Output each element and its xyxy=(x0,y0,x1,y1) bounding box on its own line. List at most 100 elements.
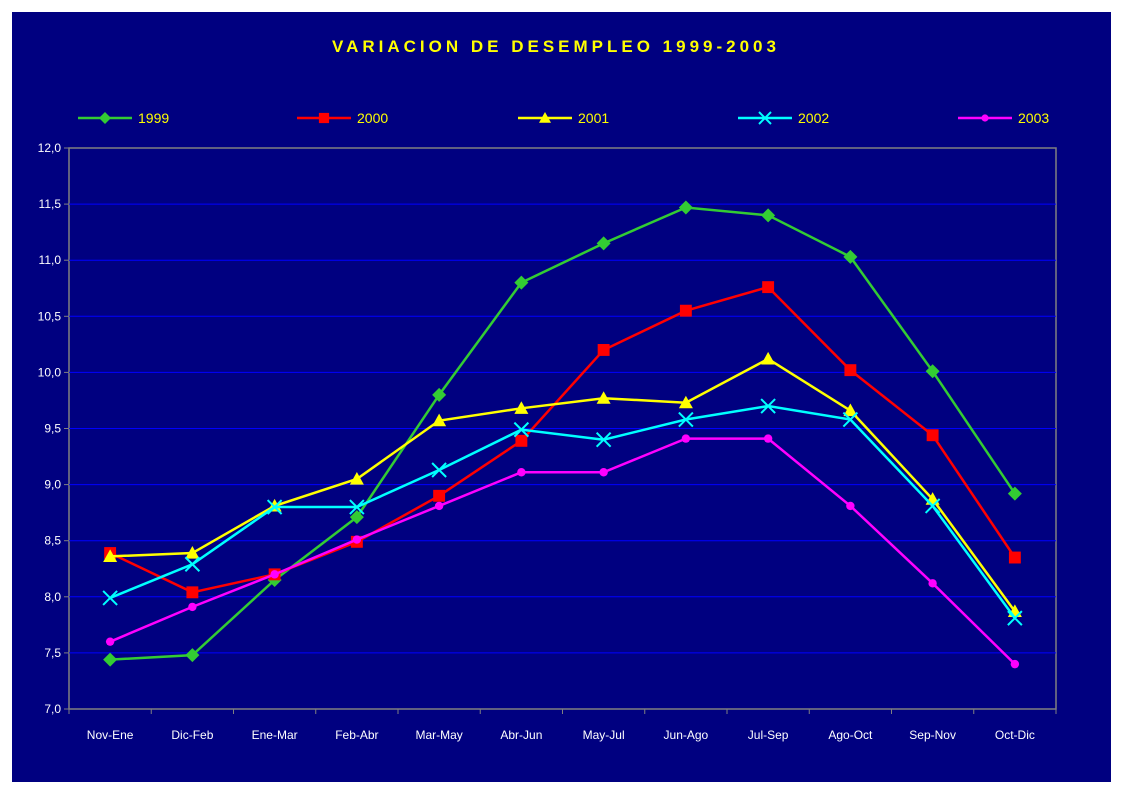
y-tick-label: 12,0 xyxy=(38,141,62,155)
x-tick-label: Feb-Abr xyxy=(335,728,378,742)
data-point xyxy=(318,112,330,124)
data-point xyxy=(761,351,776,365)
data-point xyxy=(184,556,201,572)
line-chart: VARIACION DE DESEMPLEO 1999-2003 1999 200… xyxy=(38,37,1057,742)
y-tick-label: 9,5 xyxy=(44,422,61,436)
data-point xyxy=(103,549,118,563)
data-point xyxy=(842,411,859,428)
data-point xyxy=(678,411,694,428)
data-point xyxy=(515,434,528,447)
data-point xyxy=(678,395,693,409)
data-point xyxy=(1007,610,1023,626)
data-point xyxy=(926,429,939,442)
legend-item-2001: 2001 xyxy=(518,110,609,126)
data-point xyxy=(185,648,200,663)
data-point xyxy=(595,432,612,448)
series-group xyxy=(102,200,1023,669)
data-point xyxy=(539,112,551,123)
legend-item-2002: 2002 xyxy=(738,110,829,126)
data-point xyxy=(599,468,608,477)
data-point xyxy=(597,344,610,356)
data-point xyxy=(928,579,937,588)
y-tick-label: 11,5 xyxy=(39,197,62,211)
data-point xyxy=(349,510,364,525)
chart-panel: VARIACION DE DESEMPLEO 1999-2003 1999 200… xyxy=(12,12,1111,782)
data-point xyxy=(679,304,692,317)
series-line xyxy=(110,206,1016,661)
series-2003 xyxy=(105,434,1020,669)
x-tick-label: May-Jul xyxy=(583,728,625,742)
x-tick-label: Jul-Sep xyxy=(748,728,789,742)
data-point xyxy=(763,434,773,443)
legend-label: 1999 xyxy=(138,110,169,126)
x-tick-label: Oct-Dic xyxy=(995,728,1035,742)
data-point xyxy=(596,391,611,404)
series-2000 xyxy=(104,281,1021,599)
data-point xyxy=(188,602,197,612)
data-point xyxy=(514,275,529,290)
data-point xyxy=(186,586,199,599)
data-point xyxy=(514,401,529,414)
data-point xyxy=(103,652,118,667)
data-point xyxy=(1007,486,1022,501)
legend-item-2000: 2000 xyxy=(297,110,388,126)
y-tick-label: 7,5 xyxy=(44,646,61,660)
data-point xyxy=(266,499,283,515)
legend-label: 2001 xyxy=(578,110,609,126)
legend-label: 2003 xyxy=(1018,110,1049,126)
series-line xyxy=(109,437,1016,666)
y-tick-label: 9,0 xyxy=(44,478,61,492)
data-point xyxy=(843,403,858,417)
x-tick-label: Abr-Jun xyxy=(500,728,542,742)
data-point xyxy=(758,111,772,125)
axes: 7,0 7,5 8,0 8,5 9,0 9,5 10,0 10,5 11,0 11,5 12,0 No… xyxy=(38,141,1057,742)
legend-label: 2000 xyxy=(357,110,388,126)
x-tick-label: Mar-May xyxy=(415,728,462,742)
data-point xyxy=(102,590,118,606)
chart-title: VARIACION DE DESEMPLEO 1999-2003 xyxy=(332,37,780,56)
legend-label: 2002 xyxy=(798,110,829,126)
data-point xyxy=(924,498,941,514)
data-point xyxy=(760,398,776,414)
data-point xyxy=(434,501,444,511)
y-tick-label: 11,0 xyxy=(39,253,62,267)
data-point xyxy=(349,471,364,485)
data-point xyxy=(762,281,775,294)
y-tick-label: 8,5 xyxy=(44,534,61,548)
x-tick-label: Ago-Oct xyxy=(828,728,873,742)
x-tick-label: Nov-Ene xyxy=(87,728,134,742)
series-2002 xyxy=(102,398,1023,626)
series-line xyxy=(109,404,1016,619)
y-tick-label: 10,0 xyxy=(38,365,62,379)
data-point xyxy=(925,364,940,379)
data-point xyxy=(432,413,447,427)
data-point xyxy=(99,112,111,124)
data-point xyxy=(843,249,858,264)
data-point xyxy=(517,468,526,477)
data-point xyxy=(270,570,279,579)
x-tick-label: Jun-Ago xyxy=(664,728,709,742)
data-point xyxy=(844,364,857,377)
data-point xyxy=(846,501,855,511)
data-point xyxy=(185,546,200,559)
series-line xyxy=(109,285,1016,594)
series-line xyxy=(110,357,1016,613)
legend-item-2003: 2003 xyxy=(958,110,1049,126)
data-point xyxy=(433,489,446,502)
data-point xyxy=(1008,551,1021,564)
y-tick-label: 8,0 xyxy=(44,590,61,604)
data-point xyxy=(513,421,530,438)
y-tick-label: 7,0 xyxy=(44,702,61,716)
data-point xyxy=(681,434,691,443)
x-tick-label: Ene-Mar xyxy=(252,728,298,742)
legend-item-1999: 1999 xyxy=(78,110,169,126)
data-point xyxy=(981,114,989,122)
data-point xyxy=(678,200,693,215)
data-point xyxy=(761,208,776,223)
data-point xyxy=(596,236,611,251)
x-tick-label: Sep-Nov xyxy=(909,728,956,742)
series-2001 xyxy=(103,351,1022,617)
gridlines xyxy=(69,203,1056,654)
series-1999 xyxy=(103,200,1022,667)
data-point xyxy=(431,462,447,478)
